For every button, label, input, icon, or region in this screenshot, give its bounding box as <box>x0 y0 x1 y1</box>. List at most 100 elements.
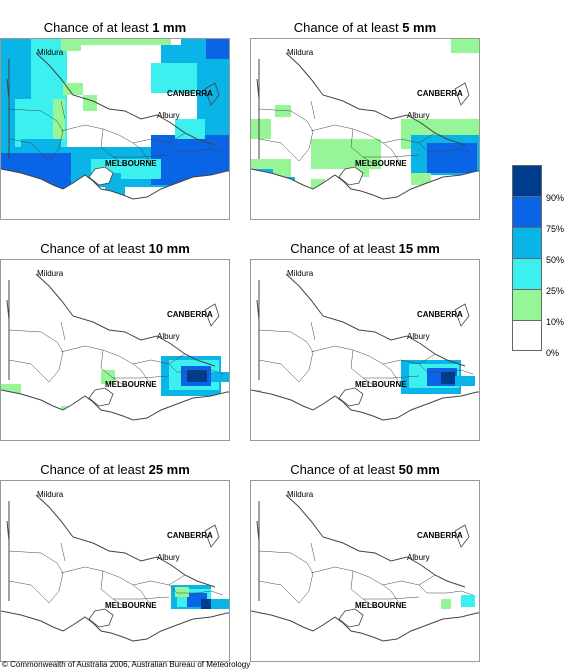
place-label-melbourne: MELBOURNE <box>355 601 407 610</box>
boundary-line <box>418 142 474 154</box>
boundary-line <box>6 501 10 601</box>
probability-cell <box>1 39 31 99</box>
boundary-line <box>88 166 114 186</box>
boundary-line <box>258 138 300 162</box>
boundary-line <box>310 345 392 371</box>
boundary-line <box>60 100 126 166</box>
probability-cell <box>175 119 205 139</box>
region-map <box>251 39 479 219</box>
place-label-canberra: CANBERRA <box>417 531 463 540</box>
place-label-albury: Albury <box>407 111 430 120</box>
region-map <box>1 39 229 219</box>
place-label-albury: Albury <box>157 111 180 120</box>
place-label-albury: Albury <box>157 332 180 341</box>
boundary-line <box>168 363 224 375</box>
boundary-line <box>8 580 50 604</box>
boundary-line <box>60 321 126 387</box>
ocean-area <box>251 611 479 661</box>
probability-cell <box>331 155 355 169</box>
boundary-line <box>256 280 260 380</box>
boundary-line <box>382 353 436 365</box>
boundary-line <box>60 124 142 150</box>
legend-swatch-50 <box>512 227 542 258</box>
probability-legend <box>512 165 542 351</box>
boundary-line <box>251 610 479 642</box>
boundary-line <box>310 321 376 387</box>
boundary-line <box>204 524 220 548</box>
ocean-area <box>251 169 479 219</box>
place-label-mildura: Mildura <box>37 269 64 278</box>
boundary-line <box>310 566 392 592</box>
boundary-line <box>310 124 392 150</box>
panel-title-50mm: Chance of at least 50 mm <box>290 462 440 477</box>
region-map <box>1 494 229 661</box>
panel-title-1mm: Chance of at least 1 mm <box>43 20 187 35</box>
probability-cell <box>175 587 189 597</box>
map-50mm: Mildura CANBERRA Albury MELBOURNE <box>250 480 480 662</box>
place-label-melbourne: MELBOURNE <box>105 380 157 389</box>
legend-swatch-25 <box>512 258 542 289</box>
probability-cell <box>441 372 455 384</box>
boundary-line <box>113 369 170 383</box>
place-label-albury: Albury <box>157 553 180 562</box>
boundary-line <box>204 303 220 327</box>
place-label-canberra: CANBERRA <box>417 310 463 319</box>
boundary-line <box>256 59 260 159</box>
boundary-line <box>382 574 436 586</box>
legend-swatch-90 <box>512 165 542 196</box>
ocean-area <box>1 611 229 661</box>
boundary-line <box>1 389 229 421</box>
place-label-mildura: Mildura <box>287 490 314 499</box>
boundary-line <box>251 389 479 421</box>
boundary-line <box>113 590 170 604</box>
boundary-line <box>310 542 376 608</box>
boundary-line <box>8 138 50 162</box>
legend-swatch-75 <box>512 196 542 227</box>
map-1mm: Mildura CANBERRA Albury MELBOURNE <box>0 38 230 220</box>
map-5mm: Mildura CANBERRA Albury MELBOURNE <box>250 38 480 220</box>
boundary-line <box>60 566 142 592</box>
probability-cell <box>41 179 71 189</box>
region-map <box>251 273 479 440</box>
probability-cell <box>251 119 271 139</box>
probability-cell <box>211 372 229 382</box>
panel-title-5mm: Chance of at least 5 mm <box>293 20 437 35</box>
boundary-line <box>88 387 114 407</box>
probability-cell <box>197 63 229 123</box>
boundary-line <box>88 608 114 628</box>
boundary-line <box>113 148 170 162</box>
probability-cell <box>311 179 325 189</box>
boundary-line <box>363 369 420 383</box>
boundary-line <box>8 329 64 383</box>
boundary-line <box>454 524 470 548</box>
legend-tick-10: 10% <box>546 317 565 327</box>
legend-tick-25: 25% <box>546 286 565 296</box>
boundary-line <box>418 363 474 375</box>
probability-cell <box>121 159 161 179</box>
boundary-line <box>168 142 224 154</box>
boundary-line <box>6 280 10 380</box>
boundary-line <box>338 608 364 628</box>
boundary-line <box>258 108 314 162</box>
place-label-canberra: CANBERRA <box>167 531 213 540</box>
panel-title-15mm: Chance of at least 15 mm <box>290 241 440 256</box>
legend-tick-90: 90% <box>546 193 565 203</box>
probability-cell <box>441 599 451 609</box>
panel-title-25mm: Chance of at least 25 mm <box>40 462 190 477</box>
probability-cell <box>275 105 291 117</box>
ocean-area <box>1 390 229 440</box>
boundary-line <box>132 132 186 144</box>
boundary-line <box>168 584 224 596</box>
boundary-line <box>258 550 314 604</box>
place-label-mildura: Mildura <box>37 48 64 57</box>
probability-cell <box>31 69 53 139</box>
place-label-melbourne: MELBOURNE <box>105 601 157 610</box>
boundary-line <box>8 550 64 604</box>
boundary-line <box>204 82 220 106</box>
boundary-line <box>132 574 186 586</box>
boundary-line <box>60 542 126 608</box>
boundary-line <box>418 584 474 596</box>
probability-cell <box>201 599 215 609</box>
legend-swatch-10 <box>512 289 542 320</box>
place-label-melbourne: MELBOURNE <box>105 159 157 168</box>
